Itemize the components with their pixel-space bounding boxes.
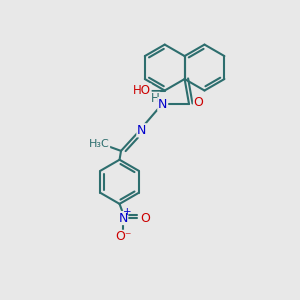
Text: N: N [137, 124, 146, 137]
Text: O: O [194, 96, 203, 109]
Text: H₃C: H₃C [89, 139, 110, 149]
Text: N: N [158, 98, 167, 111]
Text: HO: HO [133, 84, 151, 97]
Text: H: H [151, 92, 160, 105]
Text: +: + [123, 206, 131, 217]
Text: O: O [140, 212, 150, 224]
Text: N: N [118, 212, 128, 224]
Text: O⁻: O⁻ [115, 230, 131, 243]
